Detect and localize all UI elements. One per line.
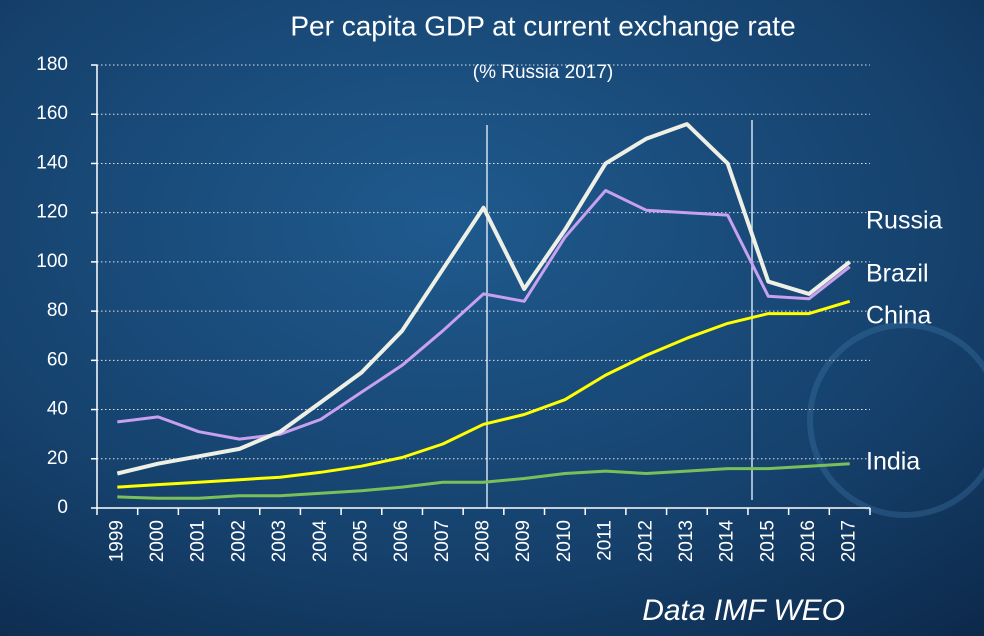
series-line	[117, 299, 851, 489]
y-tick-label: 140	[36, 152, 68, 173]
series-line	[116, 122, 851, 476]
x-tick-label: 2005	[350, 520, 371, 562]
y-tick-label: 180	[36, 54, 68, 75]
y-tick-label: 100	[36, 251, 68, 272]
x-tick-label: 2001	[188, 520, 209, 562]
y-tick-label: 20	[47, 448, 68, 469]
x-tick-label: 2013	[676, 520, 697, 562]
chart-subtitle: (% Russia 2017)	[473, 62, 613, 83]
series-line	[117, 189, 851, 441]
y-tick-label: 0	[57, 497, 68, 518]
x-tick-label: 2014	[717, 520, 738, 563]
x-tick-label: 2015	[757, 520, 778, 562]
legend-label: India	[866, 448, 920, 476]
y-tick-label: 160	[36, 103, 68, 124]
decoration	[807, 322, 984, 518]
x-tick-label: 2002	[228, 520, 249, 562]
x-tick-label: 2016	[798, 520, 819, 562]
chart-title: Per capita GDP at current exchange rate	[290, 10, 795, 41]
x-tick-label: 2017	[839, 520, 860, 562]
series-line	[117, 462, 850, 500]
x-tick-label: 2007	[432, 520, 453, 562]
legend-label: Russia	[866, 207, 943, 235]
x-tick-label: 2006	[391, 520, 412, 562]
legend-label: Brazil	[866, 260, 929, 288]
x-tick-label: 1999	[106, 520, 127, 562]
x-tick-label: 2009	[513, 520, 534, 562]
x-tick-label: 2012	[635, 520, 656, 562]
source: Data IMF WEO	[642, 594, 845, 627]
x-tick-label: 2004	[310, 520, 331, 563]
y-tick-label: 60	[47, 349, 68, 370]
y-tick-label: 80	[47, 300, 68, 321]
x-tick-label: 2010	[554, 520, 575, 562]
x-tick-label: 2003	[269, 520, 290, 562]
y-tick-label: 40	[47, 399, 68, 420]
x-tick-label: 2011	[595, 520, 616, 561]
x-tick-label: 2000	[147, 520, 168, 562]
x-tick-label: 2008	[473, 520, 494, 562]
legend-label: China	[866, 302, 931, 330]
y-tick-label: 120	[36, 202, 68, 223]
